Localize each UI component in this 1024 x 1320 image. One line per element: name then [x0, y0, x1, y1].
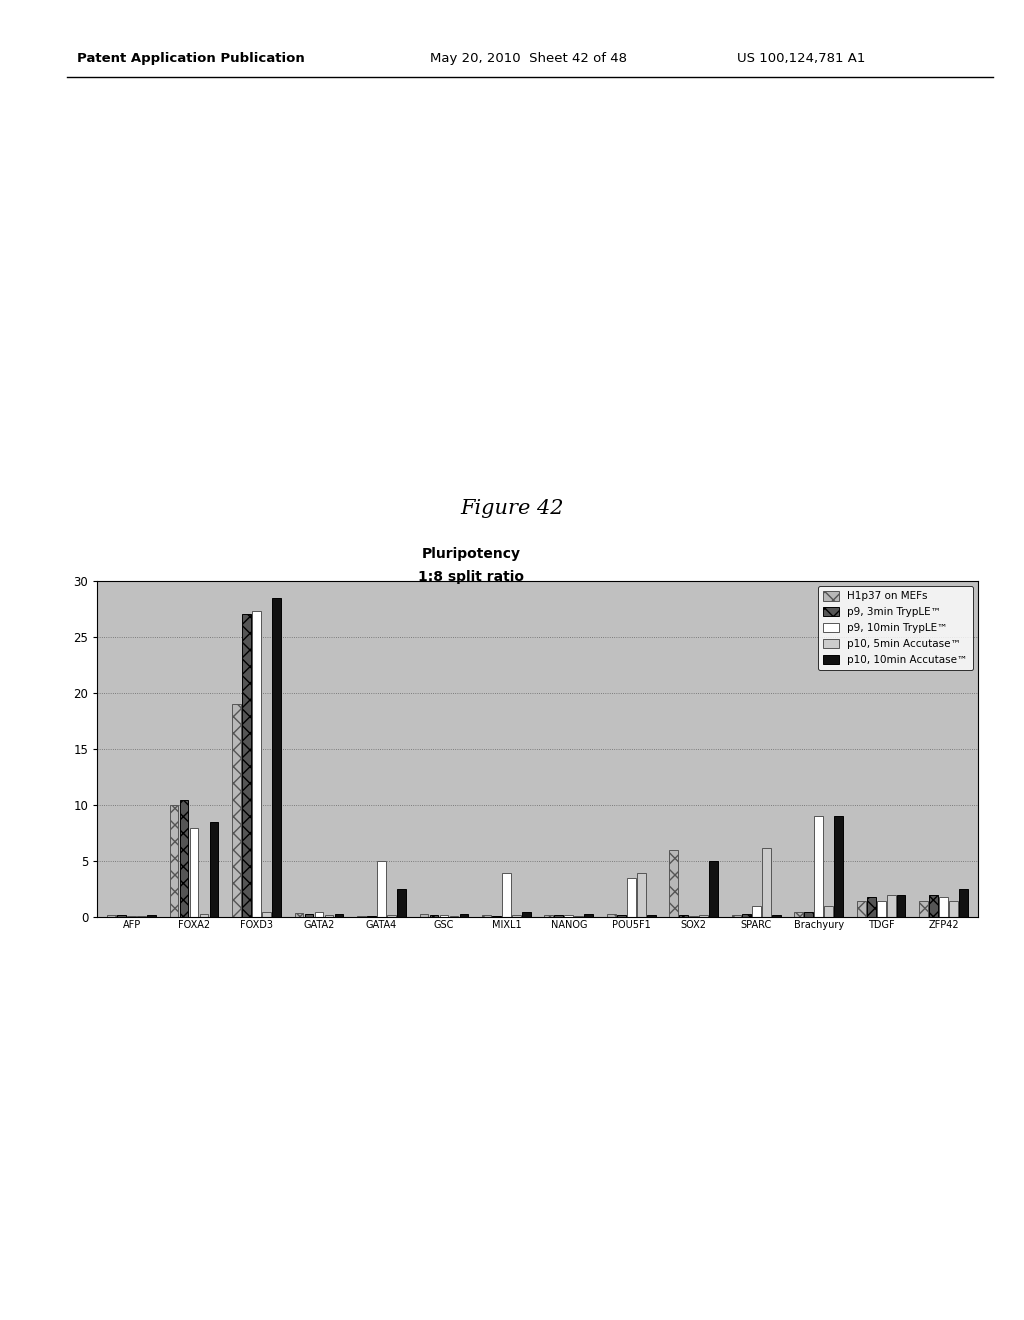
Bar [117, 915, 126, 917]
Bar [647, 915, 655, 917]
Bar [460, 913, 468, 917]
Bar [564, 915, 573, 917]
Bar [741, 913, 751, 917]
Bar [397, 890, 406, 917]
Text: Patent Application Publication: Patent Application Publication [77, 51, 304, 65]
Bar [752, 906, 761, 917]
Bar [189, 828, 199, 917]
Bar [335, 913, 343, 917]
Bar [679, 915, 688, 917]
Bar [545, 915, 553, 917]
Bar [147, 915, 156, 917]
Bar [772, 915, 780, 917]
Bar [179, 800, 188, 917]
Bar [866, 898, 876, 917]
Bar [920, 900, 928, 917]
Bar [325, 915, 334, 917]
Bar [939, 898, 948, 917]
Bar [242, 615, 251, 917]
Bar [762, 847, 771, 917]
Bar [857, 900, 865, 917]
Bar [887, 895, 896, 917]
Bar [108, 915, 116, 917]
Text: 1:8 split ratio: 1:8 split ratio [418, 570, 524, 583]
Bar [949, 900, 958, 917]
Bar [699, 915, 709, 917]
Bar [814, 816, 823, 917]
Bar [637, 873, 646, 917]
Bar [295, 913, 303, 917]
Bar [877, 900, 886, 917]
Bar [262, 912, 271, 917]
Bar [429, 915, 438, 917]
Bar [482, 915, 490, 917]
Bar [252, 611, 261, 917]
Bar [439, 915, 449, 917]
Bar [272, 598, 281, 917]
Bar [607, 913, 615, 917]
Bar [512, 915, 521, 917]
Text: US 100,124,781 A1: US 100,124,781 A1 [737, 51, 865, 65]
Bar [835, 816, 843, 917]
Bar [554, 915, 563, 917]
Legend: H1p37 on MEFs, p9, 3min TrypLE™, p9, 10min TrypLE™, p10, 5min Accutase™, p10, 10: H1p37 on MEFs, p9, 3min TrypLE™, p9, 10m… [818, 586, 973, 671]
Bar [616, 915, 626, 917]
Bar [824, 906, 834, 917]
Text: May 20, 2010  Sheet 42 of 48: May 20, 2010 Sheet 42 of 48 [430, 51, 627, 65]
Bar [387, 915, 396, 917]
Text: Figure 42: Figure 42 [460, 499, 564, 517]
Bar [804, 912, 813, 917]
Bar [585, 913, 593, 917]
Bar [232, 705, 241, 917]
Text: Pluripotency: Pluripotency [422, 548, 520, 561]
Bar [710, 862, 718, 917]
Bar [732, 915, 740, 917]
Bar [795, 912, 803, 917]
Bar [200, 913, 209, 917]
Bar [304, 913, 313, 917]
Bar [959, 890, 968, 917]
Bar [314, 912, 324, 917]
Bar [670, 850, 678, 917]
Bar [420, 913, 428, 917]
Bar [170, 805, 178, 917]
Bar [502, 873, 511, 917]
Bar [929, 895, 938, 917]
Bar [897, 895, 905, 917]
Bar [377, 862, 386, 917]
Bar [522, 912, 530, 917]
Bar [627, 878, 636, 917]
Bar [210, 822, 218, 917]
